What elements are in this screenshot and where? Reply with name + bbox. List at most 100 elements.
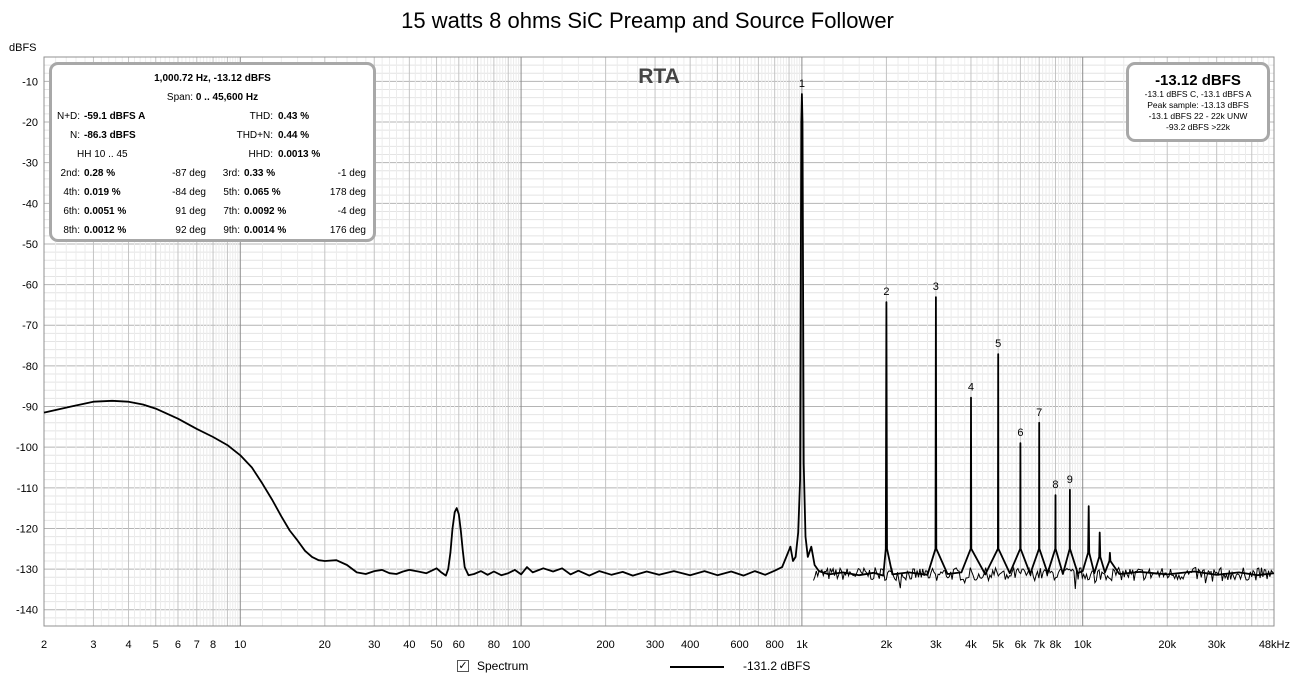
x-tick-label: 48kHz <box>1259 639 1290 651</box>
y-axis-unit-label: dBFS <box>9 42 37 54</box>
x-tick-label: 100 <box>512 639 530 651</box>
thd-value: 0.43 % <box>278 111 310 122</box>
harmonic-label: 5th: <box>223 187 240 198</box>
peak-sample-line: Peak sample: -13.13 dBFS <box>1147 100 1249 110</box>
x-tick-label: 5k <box>992 639 1004 651</box>
harmonic-label: 8th: <box>63 225 80 236</box>
legend-series-value: -131.2 dBFS <box>743 659 811 673</box>
y-tick-label: -40 <box>22 198 38 210</box>
x-tick-label: 80 <box>488 639 500 651</box>
x-tick-label: 3k <box>930 639 942 651</box>
x-tick-label: 8 <box>210 639 216 651</box>
x-tick-label: 60 <box>453 639 465 651</box>
span-row: Span: 0 .. 45,600 Hz <box>52 92 373 103</box>
x-tick-label: 2 <box>41 639 47 651</box>
noise-floor-texture <box>813 566 1274 590</box>
x-tick-label: 50 <box>430 639 442 651</box>
harmonic-phase: -1 deg <box>337 168 366 179</box>
harmonic-label: 9 <box>1067 474 1073 486</box>
harmonic-label: 2nd: <box>60 168 80 179</box>
x-tick-label: 200 <box>596 639 614 651</box>
x-tick-label: 30 <box>368 639 380 651</box>
n-value: -86.3 dBFS <box>84 130 136 141</box>
x-tick-label: 6k <box>1015 639 1027 651</box>
harmonic-phase: 176 deg <box>329 225 366 236</box>
y-tick-label: -70 <box>22 320 38 332</box>
hh-range-label: HH 10 .. 45 <box>77 149 128 160</box>
x-tick-label: 4k <box>965 639 977 651</box>
y-tick-label: -50 <box>22 239 38 251</box>
harmonic-label: 4th: <box>63 187 80 198</box>
n-label: N: <box>70 130 80 141</box>
harmonic-value: 0.0014 % <box>244 225 287 236</box>
x-tick-label: 20 <box>319 639 331 651</box>
harmonic-phase: 178 deg <box>329 187 366 198</box>
harmonic-label: 7th: <box>223 206 240 217</box>
harmonic-label: 7 <box>1036 407 1042 419</box>
x-tick-label: 7k <box>1033 639 1045 651</box>
harmonic-value: 0.0092 % <box>244 206 287 217</box>
thd-label: THD: <box>249 111 273 122</box>
span-value: 0 .. 45,600 Hz <box>195 92 259 103</box>
harmonic-value: 0.28 % <box>84 168 116 179</box>
x-tick-label: 300 <box>646 639 664 651</box>
x-tick-label: 6 <box>175 639 181 651</box>
spectrum-checkbox-label: Spectrum <box>477 659 529 673</box>
y-tick-label: -80 <box>22 361 38 373</box>
y-tick-label: -100 <box>16 442 38 454</box>
y-tick-label: -10 <box>22 76 38 88</box>
harmonic-phase: 92 deg <box>175 225 206 236</box>
legend-line-swatch <box>670 666 724 668</box>
spectrum-line <box>43 93 1275 577</box>
harmonic-phase: -84 deg <box>172 187 206 198</box>
harmonic-value: 0.0012 % <box>84 225 127 236</box>
span-label: Span: <box>166 92 194 103</box>
x-tick-label: 10k <box>1074 639 1092 651</box>
unweighted-line: -13.1 dBFS 22 - 22k UNW <box>1148 111 1248 121</box>
x-tick-label: 8k <box>1050 639 1062 651</box>
y-tick-labels: -10 -20 -30 -40 -50 -60 -70 -80 -90 -100 -110 -120 -… <box>16 76 38 616</box>
x-tick-label: 2k <box>881 639 893 651</box>
plot-frame <box>43 56 1275 627</box>
hhd-label: HHD: <box>248 149 273 160</box>
x-tick-label: 600 <box>730 639 748 651</box>
peak-readout: 1,000.72 Hz, -13.12 dBFS <box>154 73 271 84</box>
harmonic-label: 2 <box>883 286 889 298</box>
nd-value: -59.1 dBFS A <box>84 111 146 122</box>
level-weighting-line: -13.1 dBFS C, -13.1 dBFS A <box>1144 89 1252 99</box>
harmonic-label: 3rd: <box>222 168 240 179</box>
y-tick-label: -140 <box>16 605 38 617</box>
nd-label: N+D: <box>57 111 81 122</box>
y-tick-label: -110 <box>17 483 38 495</box>
x-tick-label: 4 <box>125 639 131 651</box>
harmonic-label: 3 <box>933 281 939 293</box>
harmonic-phase: -87 deg <box>172 168 206 179</box>
y-tick-label: -90 <box>22 402 38 414</box>
harmonic-value: 0.019 % <box>84 187 121 198</box>
y-tick-label: -20 <box>22 117 38 129</box>
x-tick-labels: 2 3 4 5 6 7 8 10 20 30 40 50 60 80 100 200 300 400 600 800 1… <box>41 639 1290 651</box>
harmonic-label: 4 <box>968 382 974 394</box>
x-tick-label: 400 <box>681 639 699 651</box>
x-tick-label: 5 <box>153 639 159 651</box>
thdn-label: THD+N: <box>236 130 273 141</box>
distortion-info-panel[interactable]: 1,000.72 Hz, -13.12 dBFS Span: 0 .. 45,6… <box>49 62 376 242</box>
level-meter-panel[interactable]: -13.12 dBFS -13.1 dBFS C, -13.1 dBFS A P… <box>1126 62 1270 142</box>
y-tick-label: -120 <box>16 523 38 535</box>
x-tick-label: 40 <box>403 639 415 651</box>
y-tick-label: -60 <box>22 280 38 292</box>
grid-lines <box>43 57 1275 626</box>
harmonic-phase: 91 deg <box>175 206 206 217</box>
x-tick-label: 7 <box>194 639 200 651</box>
x-tick-label: 3 <box>90 639 96 651</box>
harmonic-value: 0.33 % <box>244 168 276 179</box>
harmonic-label: 8 <box>1052 479 1058 491</box>
x-tick-label: 20k <box>1158 639 1176 651</box>
harmonic-value: 0.0051 % <box>84 206 127 217</box>
harmonic-label: 6 <box>1017 427 1023 439</box>
harmonic-label: 9th: <box>223 225 240 236</box>
harmonic-label: 6th: <box>63 206 80 217</box>
spectrum-checkbox[interactable]: ✓ <box>457 660 469 672</box>
y-tick-label: -30 <box>22 158 38 170</box>
